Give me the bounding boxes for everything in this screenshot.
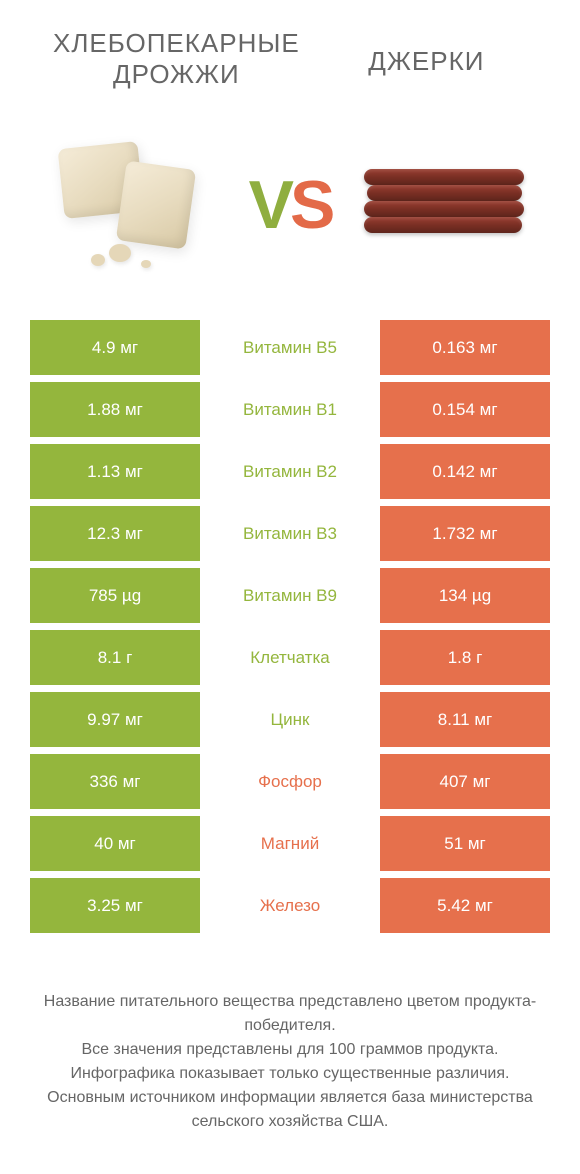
product-right-title: ДЖЕРКИ xyxy=(313,28,540,77)
comparison-table: 4.9 мгВитамин B50.163 мг1.88 мгВитамин B… xyxy=(0,320,580,933)
nutrient-label: Витамин B5 xyxy=(200,320,380,375)
table-row: 3.25 мгЖелезо5.42 мг xyxy=(30,878,550,933)
value-left: 336 мг xyxy=(30,754,200,809)
product-left-title: ХЛЕБОПЕКАРНЫЕ ДРОЖЖИ xyxy=(40,28,313,90)
table-row: 4.9 мгВитамин B50.163 мг xyxy=(30,320,550,375)
nutrient-label: Витамин B1 xyxy=(200,382,380,437)
value-left: 1.13 мг xyxy=(30,444,200,499)
footer-line-1: Название питательного вещества представл… xyxy=(30,990,550,1038)
table-row: 336 мгФосфор407 мг xyxy=(30,754,550,809)
value-left: 8.1 г xyxy=(30,630,200,685)
vs-v: V xyxy=(249,167,290,243)
table-row: 785 µgВитамин B9134 µg xyxy=(30,568,550,623)
hero-images: VS xyxy=(0,100,580,320)
yeast-illustration xyxy=(30,130,243,280)
value-right: 0.154 мг xyxy=(380,382,550,437)
value-right: 0.163 мг xyxy=(380,320,550,375)
value-left: 785 µg xyxy=(30,568,200,623)
value-left: 12.3 мг xyxy=(30,506,200,561)
value-right: 5.42 мг xyxy=(380,878,550,933)
jerky-illustration xyxy=(337,130,550,280)
nutrient-label: Витамин B2 xyxy=(200,444,380,499)
table-row: 1.88 мгВитамин B10.154 мг xyxy=(30,382,550,437)
nutrient-label: Магний xyxy=(200,816,380,871)
value-right: 51 мг xyxy=(380,816,550,871)
value-right: 407 мг xyxy=(380,754,550,809)
value-left: 40 мг xyxy=(30,816,200,871)
value-left: 3.25 мг xyxy=(30,878,200,933)
value-left: 1.88 мг xyxy=(30,382,200,437)
value-right: 0.142 мг xyxy=(380,444,550,499)
value-left: 9.97 мг xyxy=(30,692,200,747)
value-right: 1.732 мг xyxy=(380,506,550,561)
table-row: 8.1 гКлетчатка1.8 г xyxy=(30,630,550,685)
table-row: 1.13 мгВитамин B20.142 мг xyxy=(30,444,550,499)
vs-s: S xyxy=(290,167,331,243)
nutrient-label: Клетчатка xyxy=(200,630,380,685)
value-left: 4.9 мг xyxy=(30,320,200,375)
nutrient-label: Витамин B9 xyxy=(200,568,380,623)
footer-line-4: Основным источником информации является … xyxy=(30,1086,550,1134)
value-right: 1.8 г xyxy=(380,630,550,685)
table-row: 9.97 мгЦинк8.11 мг xyxy=(30,692,550,747)
footer-notes: Название питательного вещества представл… xyxy=(0,940,580,1134)
table-row: 12.3 мгВитамин B31.732 мг xyxy=(30,506,550,561)
value-right: 8.11 мг xyxy=(380,692,550,747)
table-row: 40 мгМагний51 мг xyxy=(30,816,550,871)
vs-label: VS xyxy=(243,166,338,244)
nutrient-label: Фосфор xyxy=(200,754,380,809)
header: ХЛЕБОПЕКАРНЫЕ ДРОЖЖИ ДЖЕРКИ xyxy=(0,0,580,100)
nutrient-label: Витамин B3 xyxy=(200,506,380,561)
footer-line-2: Все значения представлены для 100 граммо… xyxy=(30,1038,550,1062)
nutrient-label: Цинк xyxy=(200,692,380,747)
nutrient-label: Железо xyxy=(200,878,380,933)
footer-line-3: Инфографика показывает только существенн… xyxy=(30,1062,550,1086)
value-right: 134 µg xyxy=(380,568,550,623)
